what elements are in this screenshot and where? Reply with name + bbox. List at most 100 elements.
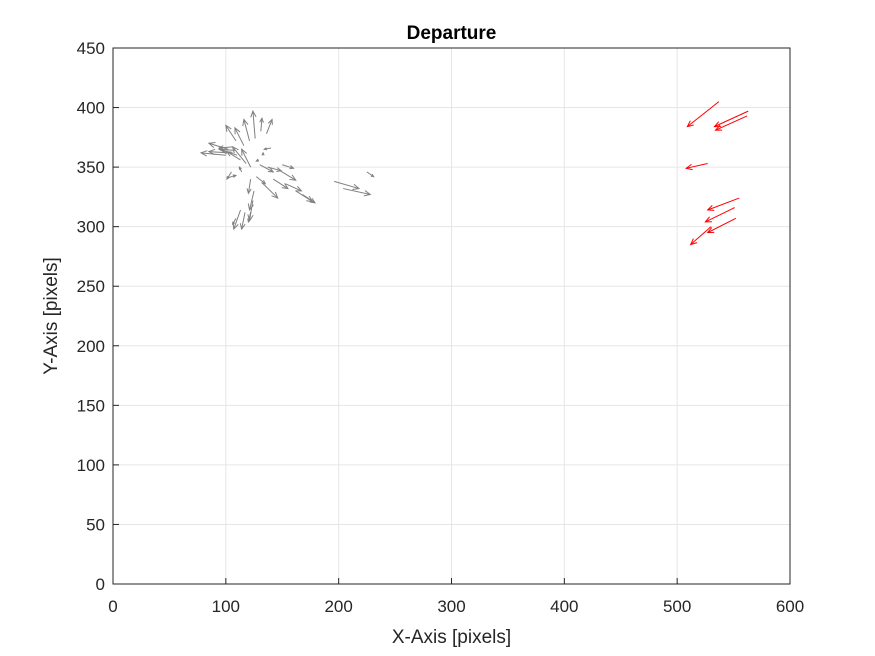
arrow [334,180,361,190]
arrow-head [242,118,249,127]
arrow-head [289,174,297,181]
arrow [714,115,748,131]
arrow-shaft [243,119,251,142]
arrow [234,126,245,146]
arrow-head [261,151,265,156]
red-arrow-series [685,101,749,246]
arrow [199,150,226,157]
arrow [261,151,265,156]
arrow-head [281,183,289,190]
arrow-shaft [234,127,245,146]
arrow-shaft [249,190,255,211]
arrow-head [704,216,712,223]
arrow-head [706,227,715,234]
y-tick-label: 300 [77,218,105,237]
y-axis-title: Y-Axis [pixels] [41,257,62,375]
y-tick-label: 400 [77,99,105,118]
arrow [255,176,267,185]
arrow [262,147,272,151]
arrow-head [295,186,303,192]
arrow-shaft [707,197,740,211]
y-tick-label: 50 [86,515,105,534]
arrow-shaft [233,209,241,230]
arrow [343,188,372,197]
arrow [279,170,297,181]
arrow [238,166,243,173]
arrow-head [246,188,252,195]
y-tick-label: 250 [77,277,105,296]
arrow-head [217,145,224,151]
arrow-head [207,141,216,149]
arrow-shaft [226,174,237,179]
arrow-shaft [249,200,254,221]
y-tick-label: 450 [77,39,105,58]
arrow [261,182,279,199]
arrow [217,145,233,151]
arrow-shaft [241,149,252,168]
arrow-shaft [302,194,316,204]
x-tick-label: 0 [108,597,117,616]
arrow [239,212,246,231]
arrow-head [267,167,275,173]
arrow-shaft [279,170,297,181]
arrow-shaft [208,151,230,154]
arrow-head [352,183,361,190]
arrow-shaft [285,183,302,192]
arrow-field [199,101,749,246]
arrow-shaft [267,166,282,172]
arrow-shaft [686,163,708,169]
arrow-head [267,118,273,125]
arrow [689,226,712,246]
arrow-shaft [343,188,371,195]
arrow-head [689,238,698,246]
chart-title: Departure [407,23,497,44]
arrow-shaft [690,226,712,245]
arrow-shaft [247,178,252,194]
arrow [247,212,252,224]
arrow-head [234,126,241,135]
arrow-head [261,179,267,185]
arrow [704,207,735,223]
arrow [259,164,275,173]
arrow [207,141,229,150]
arrow-head [226,176,230,181]
arrow-head [259,117,264,123]
arrow-shaft [222,149,238,156]
x-tick-label: 400 [550,597,578,616]
arrow [285,183,303,192]
arrow-head [247,218,251,224]
arrow [246,178,252,195]
arrow-shaft [366,171,374,178]
x-tick-label: 300 [437,597,465,616]
arrow-head [706,204,715,211]
arrow-shaft [261,182,279,199]
arrow-head [309,198,316,204]
arrow-shaft [252,111,256,139]
arrow-head [276,167,283,172]
y-tick-label: 350 [77,158,105,177]
arrow-shaft [715,115,748,131]
arrow [250,109,257,139]
arrow-shaft [260,118,263,132]
arrow-head [199,150,208,157]
arrow-shaft [241,212,246,230]
arrow-shaft [707,217,737,234]
arrow-head [232,222,239,231]
y-tick-label: 100 [77,456,105,475]
arrow-shaft [282,164,294,169]
arrow-shaft [265,119,273,134]
arrow-head [363,190,372,197]
arrow [259,117,264,132]
arrow [686,101,720,128]
arrow-shaft [272,178,289,189]
arrow [232,218,237,226]
arrow-shaft [714,110,749,128]
arrow-shaft [247,212,252,223]
arrow [242,118,251,142]
arrow-head [271,191,279,199]
arrow [226,174,238,179]
arrow [685,163,708,171]
arrow-shaft [255,176,266,185]
arrow [272,178,289,190]
